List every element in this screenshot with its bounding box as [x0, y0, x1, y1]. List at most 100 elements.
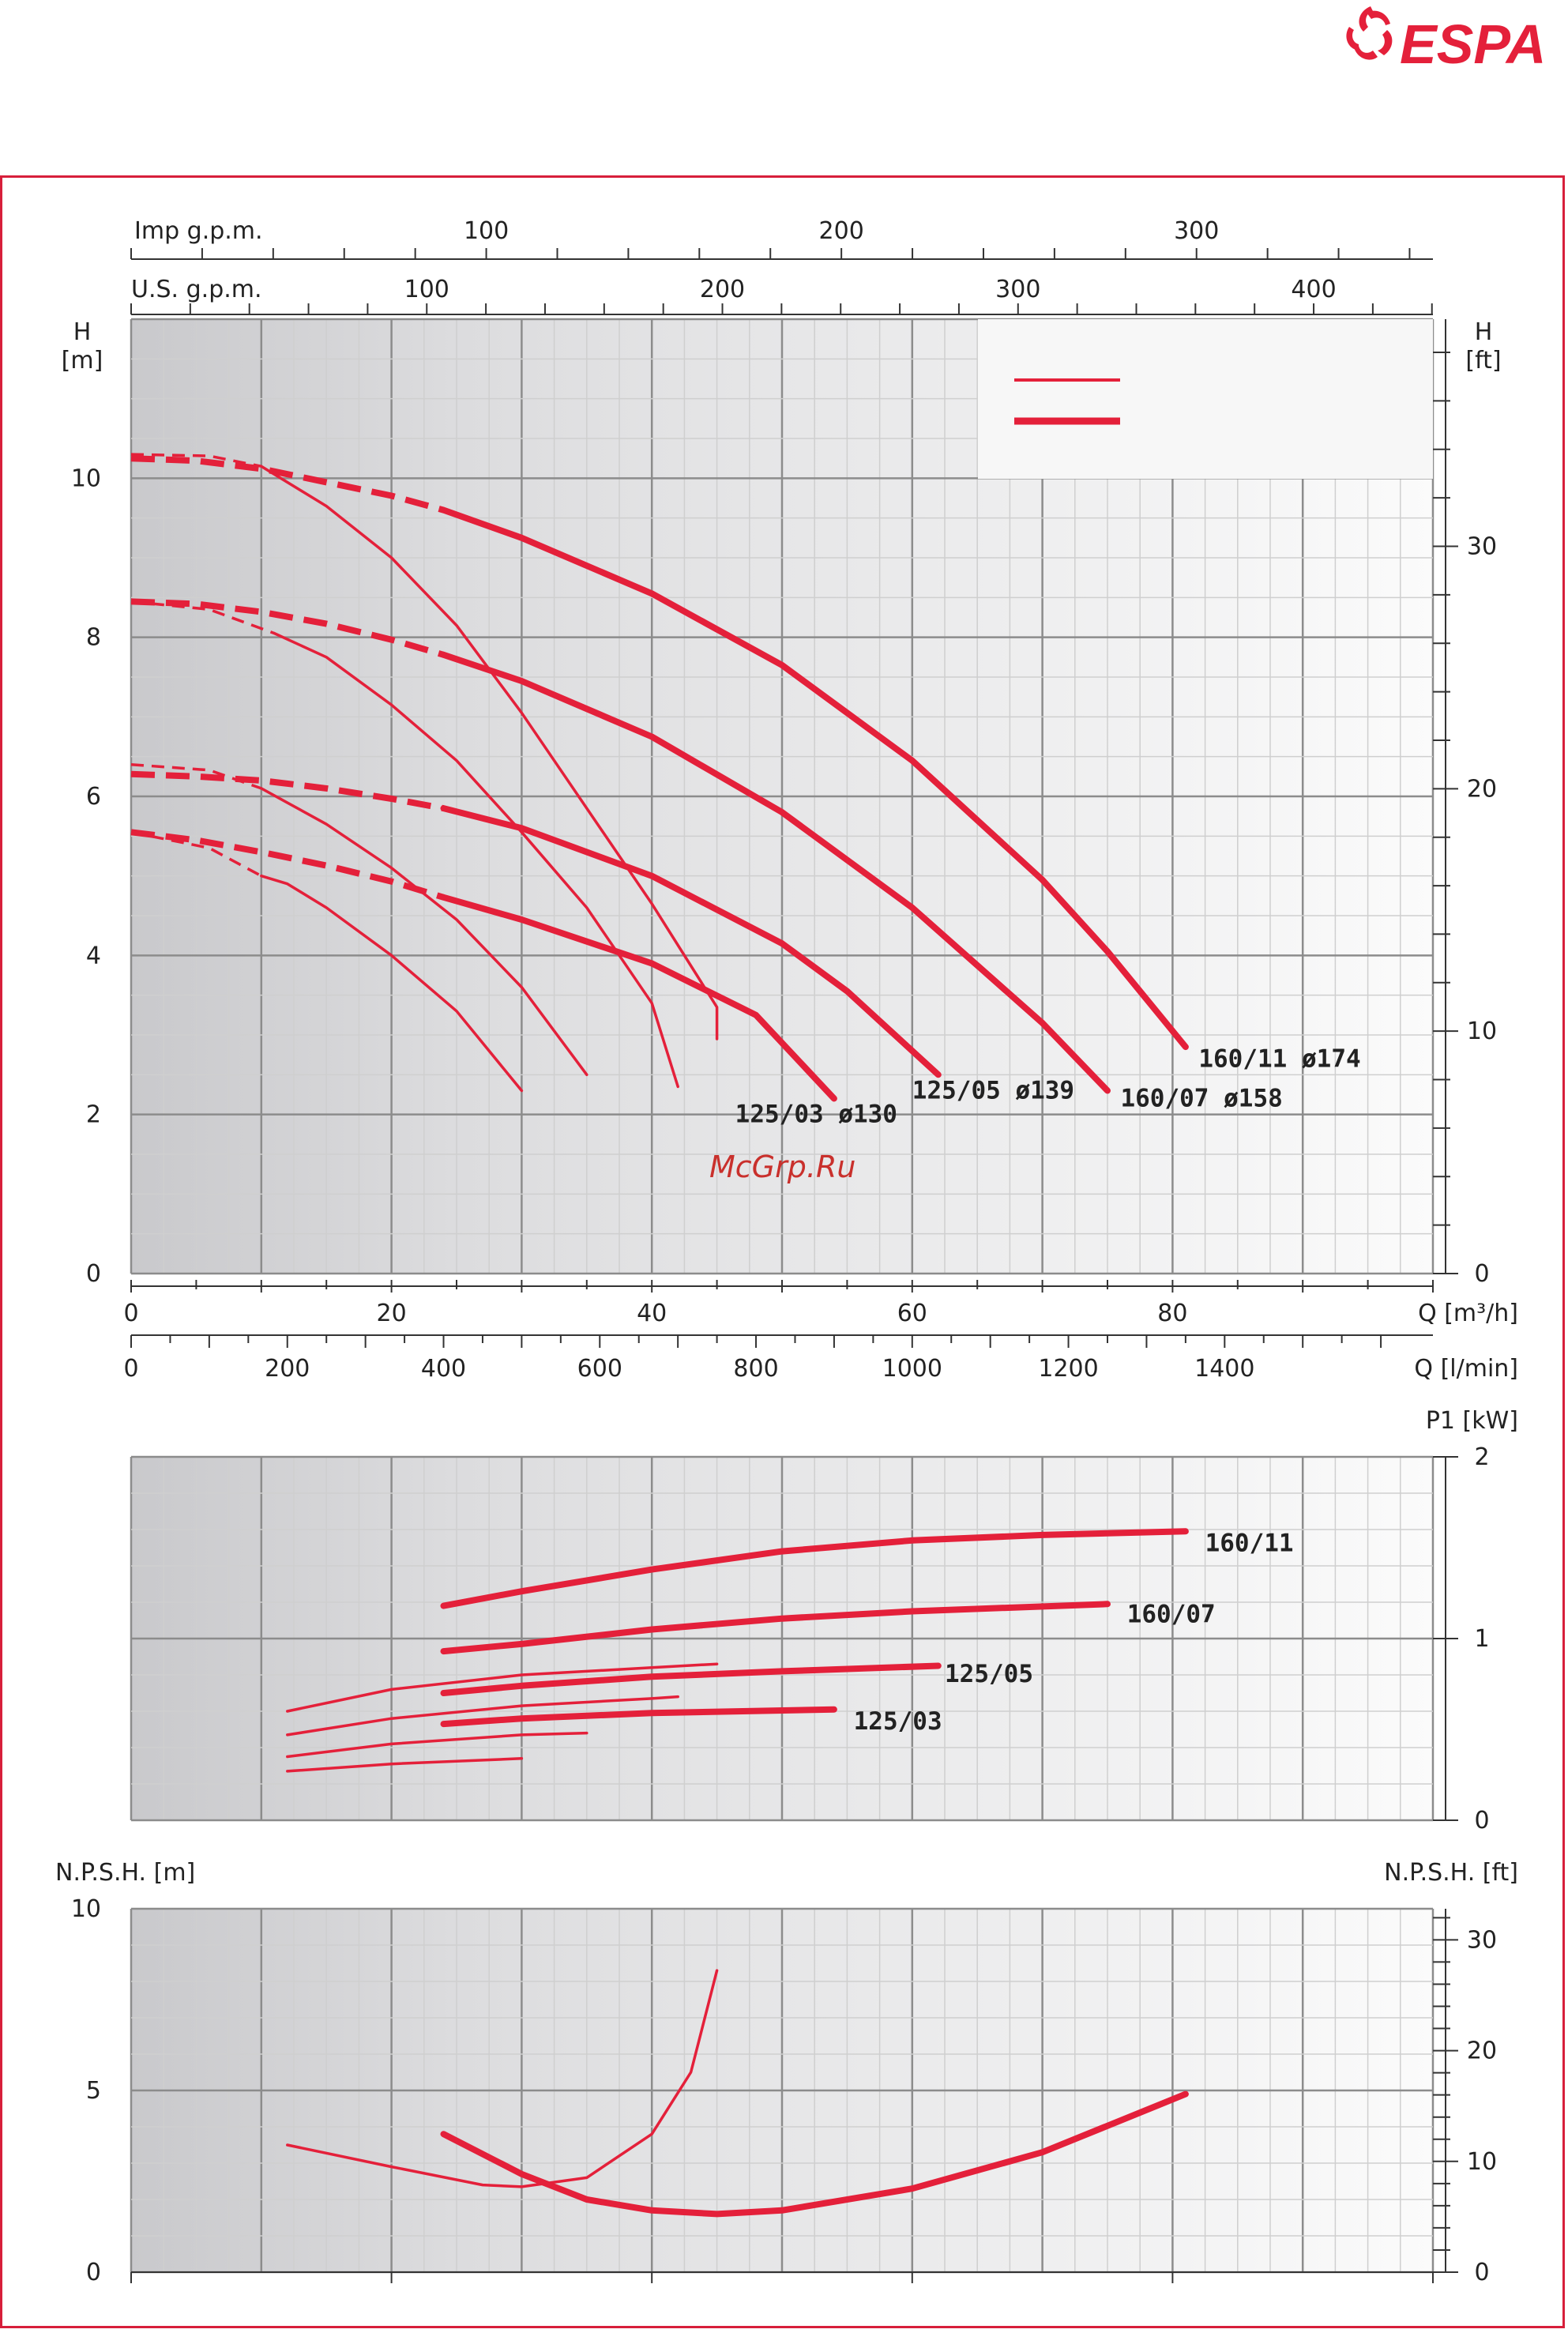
- y-tick-label-left: 0: [86, 1260, 101, 1288]
- imp-gpm-axis-label: Imp g.p.m.: [134, 217, 263, 245]
- curve-125-03-130: [440, 894, 837, 1102]
- x-axis-label: Q [m³/h]: [1418, 1300, 1518, 1327]
- curve-160-07-158: [440, 651, 1111, 1094]
- chart-frame: [0, 175, 1565, 2328]
- curve-label: 160/07 ø158: [1120, 1085, 1282, 1113]
- npsh-tick-label-right: 30: [1467, 1926, 1497, 1954]
- power-tick-label: 0: [1474, 1807, 1489, 1834]
- x-axis-label-lmin: Q [l/min]: [1414, 1355, 1518, 1383]
- curve-label: 125/03: [854, 1707, 942, 1736]
- us-gpm-tick-label: 200: [700, 276, 745, 303]
- legend-box: [978, 319, 1433, 479]
- head-curves: [130, 453, 1189, 1102]
- curve-dashed-160-07-158: [130, 598, 445, 658]
- curve-125-03: [440, 1706, 837, 1728]
- x-tick-label: 80: [1157, 1300, 1187, 1327]
- curve-160-11-174: [440, 506, 1189, 1051]
- y-tick-label-left: 4: [86, 942, 101, 969]
- curve-label: 125/05 ø139: [912, 1077, 1074, 1105]
- x-tick-label-lmin: 1200: [1038, 1355, 1098, 1383]
- x-tick-label-lmin: 600: [577, 1355, 622, 1383]
- curve-thin-7: [260, 874, 524, 1093]
- y-tick-label-right: 20: [1467, 775, 1497, 803]
- curve-thin-5: [273, 631, 679, 1089]
- y-tick-label-right: 30: [1467, 533, 1497, 561]
- curve-thin-6: [260, 787, 588, 1077]
- x-tick-label: 40: [637, 1300, 667, 1327]
- curve-dashed-thin-7: [130, 830, 262, 878]
- y-tick-label-left: 8: [86, 624, 101, 652]
- y-axis-label-right-unit: [ft]: [1465, 347, 1501, 374]
- x-tick-label-lmin: 400: [421, 1355, 466, 1383]
- npsh-tick-label-left: 5: [86, 2077, 101, 2105]
- curve-dashed-160-11-174: [130, 455, 445, 514]
- curve-label: 160/07: [1127, 1600, 1216, 1628]
- y-axis-label-left-unit: [m]: [62, 347, 103, 374]
- curve-label: 160/11: [1205, 1530, 1294, 1558]
- npsh-grid: [130, 1907, 1435, 2274]
- head-curve-labels: 160/11 ø174 160/07 ø158 125/05 ø139 125/03 …: [735, 1044, 1361, 1128]
- curve-dashed-thin-6: [130, 762, 262, 790]
- y-axis-label-left: H: [73, 318, 92, 346]
- curve-thin-4: [286, 1662, 719, 1713]
- curve-label: 125/05: [945, 1660, 1033, 1688]
- power-grid: [130, 1455, 1435, 1822]
- curve-thin-1: [286, 1969, 719, 2188]
- espa-logo: ESPA: [1346, 6, 1546, 75]
- brand-name: ESPA: [1400, 13, 1546, 75]
- curve-thin-5: [286, 1695, 679, 1737]
- y-tick-label-left: 10: [71, 465, 101, 492]
- curve-dashed-125-05-139: [130, 770, 445, 812]
- us-gpm-tick-label: 300: [995, 276, 1040, 303]
- curve-thin-7: [286, 1757, 524, 1773]
- x-tick-label: 60: [897, 1300, 927, 1327]
- y-tick-label-left: 6: [86, 783, 101, 811]
- curve-thin-4: [260, 465, 719, 1040]
- npsh-tick-label-left: 10: [71, 1895, 101, 1923]
- x-tick-label-lmin: 200: [265, 1355, 310, 1383]
- power-tick-label: 1: [1474, 1625, 1489, 1653]
- curve-160-11: [440, 1528, 1189, 1609]
- us-gpm-tick-label: 100: [404, 276, 449, 303]
- y-tick-label-right: 10: [1467, 1018, 1497, 1045]
- power-curves: [286, 1528, 1189, 1773]
- npsh-tick-label-right: 20: [1467, 2038, 1497, 2065]
- power-axis-label: P1 [kW]: [1426, 1407, 1518, 1435]
- curve-dashed-thin-4: [130, 453, 262, 468]
- curve-thin-6: [286, 1731, 588, 1759]
- watermark: McGrp.Ru: [709, 1150, 855, 1184]
- power-axes: 0 1 2 P1 [kW]: [1426, 1407, 1518, 1834]
- x-tick-label: 20: [377, 1300, 407, 1327]
- curve-label: 160/11 ø174: [1198, 1044, 1360, 1073]
- curve-160-07: [440, 1601, 1111, 1655]
- imp-gpm-tick-label: 200: [819, 217, 864, 245]
- head-panel: 160/11 ø174 160/07 ø158 125/05 ø139 125/03 …: [62, 217, 1518, 1383]
- curve-label: 125/03 ø130: [735, 1101, 897, 1129]
- npsh-axis-label-left: N.P.S.H. [m]: [55, 1859, 195, 1887]
- imp-gpm-tick-label: 100: [464, 217, 509, 245]
- x-tick-label-lmin: 0: [123, 1355, 138, 1383]
- x-tick-label-lmin: 1400: [1194, 1355, 1254, 1383]
- npsh-tick-label-right: 10: [1467, 2148, 1497, 2176]
- curve-125-05-139: [440, 805, 942, 1078]
- espa-logo-mark: [1346, 6, 1393, 60]
- y-tick-label-right: 0: [1474, 1260, 1489, 1288]
- x-tick-label: 0: [123, 1300, 138, 1327]
- us-gpm-axis-label: U.S. g.p.m.: [131, 276, 262, 303]
- curve-125-05: [440, 1662, 942, 1696]
- npsh-panel: 0 5 10 N.P.S.H. [m] N.P.S.H. [ft] 0 10 20 30: [55, 1859, 1518, 2286]
- power-tick-label: 2: [1474, 1443, 1489, 1471]
- x-tick-label-lmin: 1000: [882, 1355, 942, 1383]
- npsh-curves: [286, 1969, 1189, 2218]
- npsh-tick-label-left: 0: [86, 2259, 101, 2286]
- npsh-axis-label-right: N.P.S.H. [ft]: [1384, 1859, 1518, 1887]
- y-tick-label-left: 2: [86, 1101, 101, 1129]
- npsh-axes: 0 5 10 N.P.S.H. [m] N.P.S.H. [ft] 0 10 20 30: [55, 1859, 1518, 2286]
- imp-gpm-tick-label: 300: [1174, 217, 1219, 245]
- curve-dashed-thin-5: [130, 600, 275, 635]
- npsh-tick-label-right: 0: [1474, 2259, 1489, 2286]
